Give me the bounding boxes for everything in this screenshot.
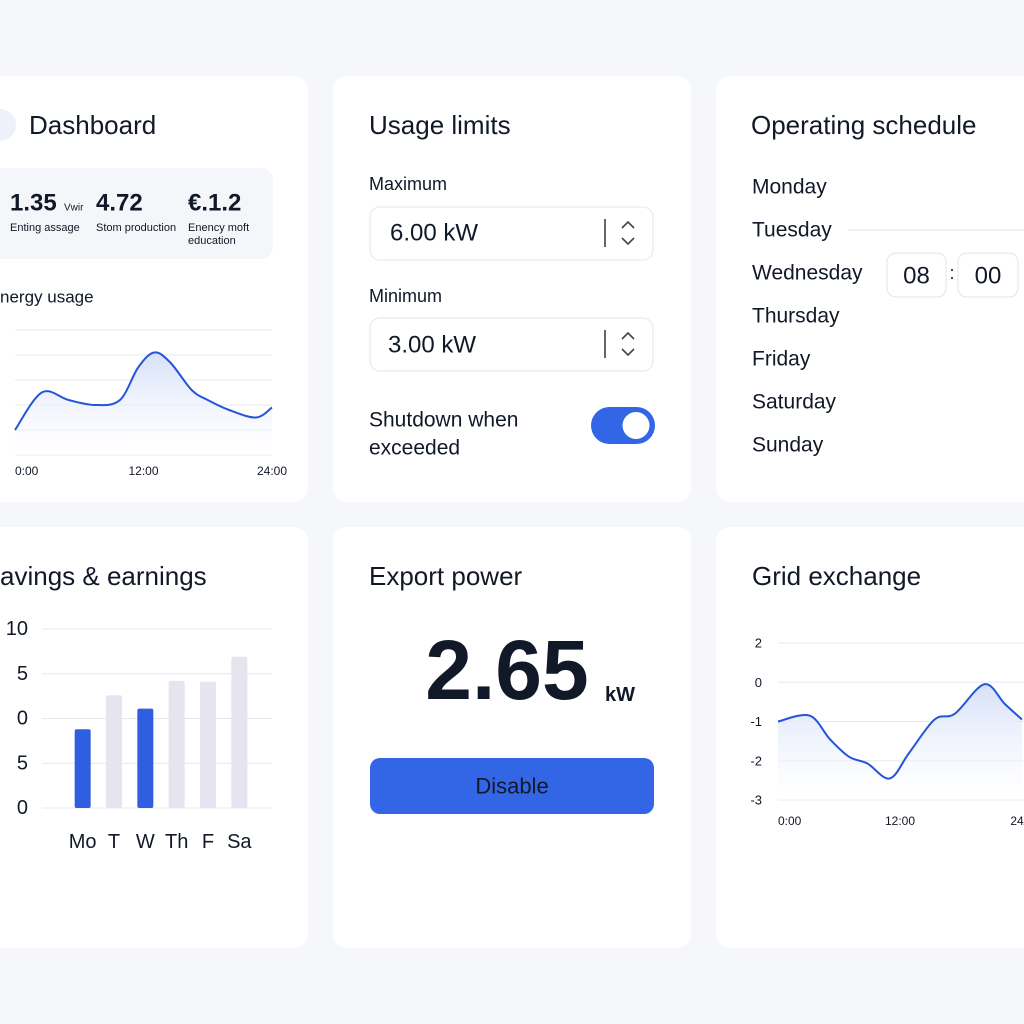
field-label: Minimum	[369, 286, 442, 306]
card	[0, 527, 308, 948]
card	[333, 76, 691, 502]
x-tick-label: T	[108, 831, 120, 853]
stat-label: Enting assage	[10, 222, 80, 234]
x-tick-label: Mo	[69, 831, 97, 853]
time-separator: :	[949, 263, 954, 283]
field-value: 3.00 kW	[388, 332, 476, 359]
day: Tuesday	[752, 219, 832, 242]
card-title: Usage limits	[369, 110, 511, 140]
line	[777, 683, 1023, 780]
x-tick-label: 24/0	[1010, 814, 1024, 828]
stat-value: 1.35	[10, 190, 57, 217]
chart-title: nergy usage	[0, 288, 94, 307]
disable-button[interactable]	[370, 758, 654, 814]
chart-title: Grid exchange	[752, 561, 921, 591]
day: Saturday	[752, 391, 837, 414]
stat-label: Stom production	[96, 222, 176, 234]
card	[333, 527, 691, 948]
time-box[interactable]	[957, 252, 1019, 298]
stat-value: 4.72	[96, 190, 143, 217]
power-value: 2.65	[425, 623, 589, 717]
card	[716, 527, 1024, 948]
toggle-label: exceeded	[369, 437, 460, 460]
stat-label: education	[188, 235, 236, 247]
x-tick-label: Sa	[227, 831, 252, 853]
day: Thursday	[752, 305, 840, 328]
x-tick-label: W	[136, 831, 155, 853]
x-tick-label: 12:00	[128, 464, 158, 478]
toggle-knob	[622, 412, 650, 439]
y-tick-label: -1	[750, 714, 762, 729]
y-tick-label: -3	[750, 793, 762, 808]
power-unit: kW	[605, 684, 635, 706]
y-tick-label: 2	[755, 636, 762, 651]
stat-label: Enency moft	[188, 222, 249, 234]
y-tick-label: 0	[755, 675, 762, 690]
toggle-label: Shutdown when	[369, 409, 518, 432]
y-tick-label: 10	[6, 618, 28, 640]
back-icon[interactable]	[0, 109, 16, 141]
stats-panel	[0, 168, 273, 259]
card	[716, 76, 1024, 502]
time-hours: 08	[903, 263, 930, 290]
bar	[231, 656, 248, 808]
x-tick-label: Th	[165, 831, 188, 853]
bar	[200, 681, 216, 808]
time-box[interactable]	[886, 252, 947, 298]
y-tick-label: 0	[17, 708, 28, 730]
x-tick-label: 12:00	[885, 814, 915, 828]
day: Friday	[752, 348, 811, 371]
y-tick-label: 0	[17, 797, 28, 819]
x-tick-label: F	[202, 831, 214, 853]
x-tick-label: 0:00	[15, 464, 39, 478]
line	[14, 351, 273, 431]
bar	[137, 708, 154, 808]
bar	[106, 695, 122, 808]
field-label: Maximum	[369, 174, 447, 194]
field-value: 6.00 kW	[390, 220, 478, 247]
x-tick-label: 24:00	[257, 464, 287, 478]
bar	[168, 680, 185, 808]
bar	[74, 729, 91, 808]
card-title: Operating schedule	[751, 110, 976, 140]
stat-value: €.1.2	[188, 190, 241, 217]
y-tick-label: 5	[17, 663, 28, 685]
area-fill	[778, 684, 1022, 800]
day: Monday	[752, 176, 827, 199]
card-title: Export power	[369, 561, 523, 591]
area-fill	[15, 352, 272, 455]
day: Wednesday	[752, 262, 863, 285]
day: Sunday	[752, 434, 824, 457]
button-label: Disable	[475, 774, 548, 799]
input-box[interactable]	[369, 317, 654, 372]
y-tick-label: -2	[750, 753, 762, 768]
y-tick-label: 5	[17, 752, 28, 774]
stepper[interactable]	[621, 220, 635, 246]
stepper[interactable]	[621, 331, 635, 357]
card-title: Dashboard	[29, 110, 156, 140]
x-tick-label: 0:00	[778, 814, 802, 828]
chart-title: avings & earnings	[0, 561, 207, 591]
time-minutes: 00	[975, 263, 1002, 290]
input-box[interactable]	[369, 206, 654, 261]
stat-unit: Vwir	[64, 203, 84, 214]
